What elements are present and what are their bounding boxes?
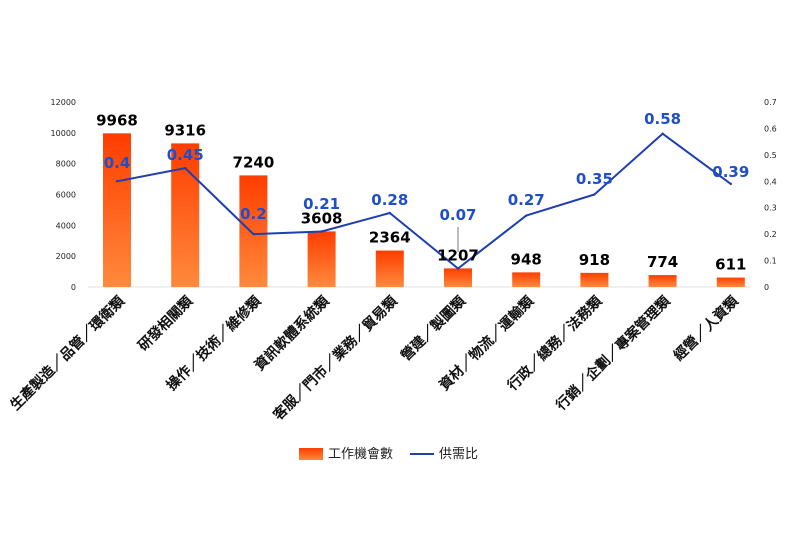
line-supply-demand-ratio	[116, 132, 732, 270]
bar-job-openings	[307, 231, 336, 287]
category-label: 營建／製圖類	[397, 292, 469, 364]
category-label: 行銷／企劃／專案管理類	[552, 292, 674, 414]
right-axis-tick: 0.4	[764, 177, 777, 186]
ratio-value-label: 0.45	[167, 146, 204, 164]
left-axis-tick: 6000	[56, 191, 76, 200]
ratio-value-label: 0.28	[371, 191, 408, 209]
bar-job-openings	[103, 133, 131, 287]
ratio-value-label: 0.58	[644, 110, 681, 128]
right-axis-tick: 0.2	[764, 230, 777, 239]
bar-value-label: 774	[647, 253, 678, 271]
legend: 工作機會數 供需比	[299, 447, 478, 462]
left-axis-tick: 4000	[56, 221, 76, 230]
point-supply-demand-ratio	[729, 182, 732, 186]
bar-value-label: 9316	[164, 121, 206, 139]
bar-value-label: 2364	[369, 229, 411, 247]
left-axis-tick: 8000	[56, 160, 76, 169]
bar-job-openings	[512, 272, 541, 287]
legend-line-label: 供需比	[439, 447, 478, 462]
right-axis-tick: 0	[764, 283, 769, 292]
right-axis-tick: 0.7	[764, 98, 777, 107]
bar-job-openings	[716, 277, 745, 287]
bar-job-openings	[580, 272, 609, 287]
bar-job-openings	[648, 275, 677, 287]
left-axis-tick: 10000	[51, 129, 76, 138]
bar-value-label: 611	[715, 256, 746, 274]
right-axis-tick: 0.5	[764, 151, 777, 160]
ratio-value-label: 0.35	[576, 170, 613, 188]
point-supply-demand-ratio	[115, 180, 119, 183]
ratio-value-label: 0.2	[240, 205, 267, 223]
bar-value-label: 948	[511, 250, 542, 268]
left-axis-tick: 0	[71, 283, 76, 292]
right-axis: 0 0.1 0.2 0.3 0.4 0.5 0.6 0.7	[764, 98, 777, 292]
ratio-line-layer	[115, 132, 732, 270]
bar-job-openings	[375, 250, 404, 287]
category-label: 客服／門市／業務／貿易類	[269, 292, 401, 424]
bar-job-openings	[239, 175, 268, 287]
point-supply-demand-ratio	[252, 232, 255, 236]
point-supply-demand-ratio	[456, 267, 460, 270]
ratio-value-label: 0.4	[104, 154, 131, 172]
legend-bar-label: 工作機會數	[328, 447, 393, 462]
bar-value-label: 9968	[96, 111, 138, 129]
ratio-value-label: 0.39	[712, 163, 749, 181]
bar-value-label: 1207	[437, 246, 479, 264]
ratio-value-label: 0.27	[508, 191, 545, 209]
bar-value-label: 3608	[301, 209, 343, 227]
bar-job-openings	[171, 143, 200, 287]
bar-value-label: 7240	[233, 153, 275, 171]
left-axis-tick: 12000	[51, 98, 76, 107]
right-axis-tick: 0.6	[764, 124, 777, 133]
point-supply-demand-ratio	[593, 193, 596, 196]
point-supply-demand-ratio	[184, 166, 187, 170]
right-axis-tick: 0.1	[764, 257, 777, 266]
point-supply-demand-ratio	[388, 211, 391, 215]
legend-bar-swatch	[299, 448, 323, 460]
ratio-value-label: 0.21	[303, 195, 340, 213]
ratio-value-label: 0.07	[439, 206, 476, 224]
point-supply-demand-ratio	[661, 132, 664, 135]
data-labels: 9968 9316 7240 3608 2364 1207 948 918 774 611 0.4 0…	[96, 110, 749, 274]
category-label: 生產製造／品管／環衛類	[7, 292, 129, 414]
right-axis-tick: 0.3	[764, 204, 777, 213]
point-supply-demand-ratio	[320, 230, 323, 233]
bar-job-openings	[444, 268, 472, 287]
point-supply-demand-ratio	[525, 214, 528, 217]
category-label: 經營／人資類	[670, 292, 742, 364]
bar-value-label: 918	[579, 251, 610, 269]
bars	[103, 133, 745, 287]
category-label: 研發相關類	[135, 292, 197, 354]
category-labels: 生產製造／品管／環衛類 研發相關類操作／技術／維修類資訊軟體系統類客服／門市／業務…	[7, 292, 742, 424]
left-axis-tick: 2000	[56, 252, 76, 261]
